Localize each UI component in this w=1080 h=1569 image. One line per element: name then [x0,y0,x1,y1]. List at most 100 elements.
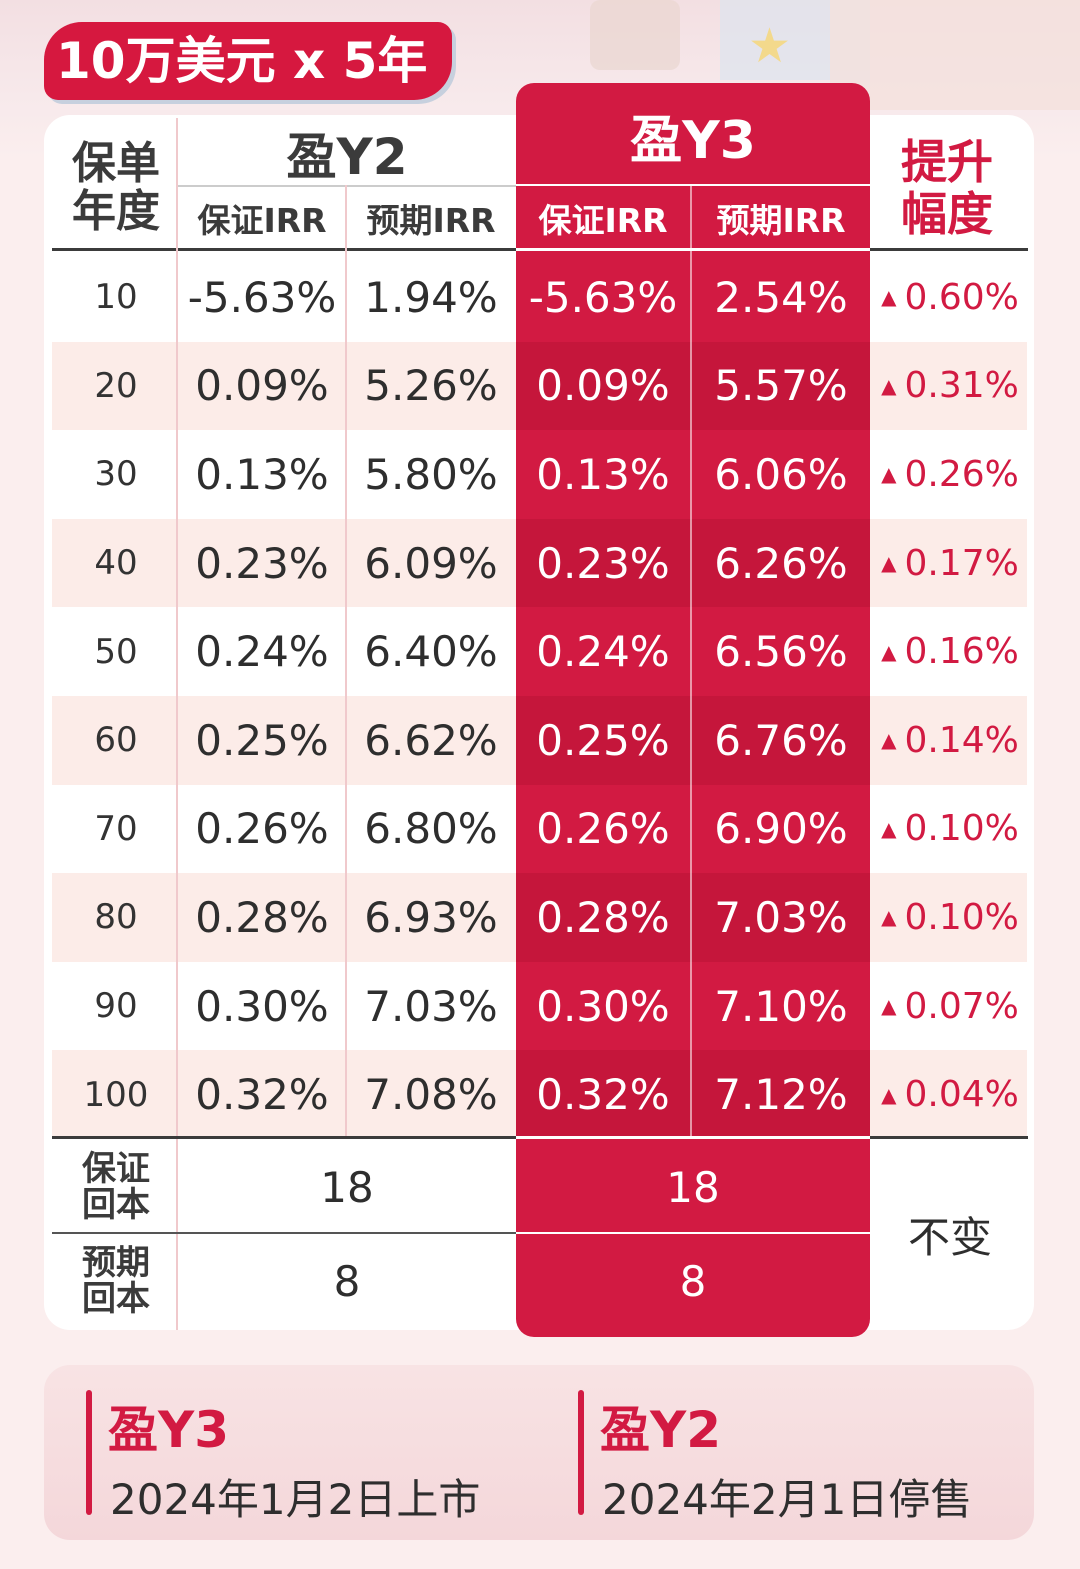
launch-info-footer [44,1365,1034,1540]
policy-year-header: 保单 年度 [72,137,160,237]
y3-guaranteed-breakeven: 18 [666,1162,720,1212]
policy-year: 60 [94,720,138,761]
y3-guaranteed-irr: 0.09% [536,361,670,411]
y2-expected-irr: 6.40% [364,627,498,677]
increase-value: 0.14% [904,719,1019,761]
policy-year: 40 [94,543,138,584]
irr-increase: ▲ 0.10% [872,873,1028,962]
policy-year: 100 [83,1074,149,1115]
row-stripe [516,873,870,962]
triangle-up-icon: ▲ [881,551,897,576]
row-stripe [516,341,870,431]
column-divider [345,185,347,1138]
triangle-up-icon: ▲ [881,816,897,841]
irr-increase: ▲ 0.04% [872,1050,1028,1139]
y2-expected-irr: 6.62% [364,715,498,765]
y2-guaranteed-irr: 0.23% [195,538,329,588]
irr-increase: ▲ 0.17% [872,519,1028,608]
y3-expected-irr: 5.57% [714,361,848,411]
y2-guaranteed-irr: 0.09% [195,361,329,411]
increase-value: 0.60% [904,276,1019,318]
policy-year: 80 [94,897,138,938]
y2-guaranteed-irr: 0.25% [195,715,329,765]
y3-expected-irr: 6.56% [714,627,848,677]
increase-value: 0.10% [904,896,1019,938]
y3-guaranteed-irr: 0.26% [536,804,670,854]
policy-year: 10 [94,277,138,318]
footer-accent-bar [86,1390,92,1515]
y2-header: 盈Y2 [286,128,408,186]
y3-guaranteed-irr-header: 保证IRR [538,200,668,240]
increase-value: 0.07% [904,985,1019,1027]
triangle-up-icon: ▲ [881,639,897,664]
y3-guaranteed-irr: 0.23% [536,538,670,588]
y2-expected-irr: 6.09% [364,538,498,588]
guaranteed-breakeven-label: 保证 回本 [82,1149,150,1225]
y2-expected-irr: 5.26% [364,361,498,411]
footer-y2-discontinue-date: 2024年2月1日停售 [602,1475,973,1524]
y2-expected-breakeven: 8 [333,1256,361,1306]
triangle-up-icon: ▲ [881,1082,897,1107]
y3-expected-irr-header: 预期IRR [716,200,846,240]
triangle-up-icon: ▲ [881,728,897,753]
irr-increase: ▲ 0.07% [872,962,1028,1051]
policy-year: 90 [94,986,138,1027]
y3-guaranteed-irr: 0.32% [536,1070,670,1120]
policy-year: 20 [94,365,138,406]
y3-guaranteed-irr: 0.30% [536,981,670,1031]
irr-increase: ▲ 0.16% [872,607,1028,696]
background-decoration [830,0,1080,110]
irr-increase: ▲ 0.31% [872,342,1028,431]
triangle-up-icon: ▲ [881,905,897,930]
star-icon: ★ [748,18,792,74]
increase-value: 0.04% [904,1074,1019,1116]
header-rule [52,248,516,251]
y2-expected-irr: 6.80% [364,804,498,854]
breakeven-rule [870,1136,1028,1139]
increase-value: 0.26% [904,453,1019,495]
y2-guaranteed-breakeven: 18 [320,1162,374,1212]
y2-expected-irr: 6.93% [364,892,498,942]
y2-guaranteed-irr: -5.63% [187,272,337,322]
y3-expected-irr: 6.90% [714,804,848,854]
y2-guaranteed-irr-header: 保证IRR [197,200,327,240]
triangle-up-icon: ▲ [881,285,897,310]
y3-expected-irr: 7.10% [714,981,848,1031]
column-divider [690,185,692,1138]
y2-expected-irr: 7.08% [364,1070,498,1120]
expected-breakeven-label: 预期 回本 [82,1243,150,1319]
irr-increase: ▲ 0.14% [872,696,1028,785]
triangle-up-icon: ▲ [881,994,897,1019]
triangle-up-icon: ▲ [881,462,897,487]
y3-expected-irr: 6.76% [714,715,848,765]
y3-guaranteed-irr: -5.63% [528,272,678,322]
y3-guaranteed-irr: 0.24% [536,627,670,677]
y3-guaranteed-irr: 0.28% [536,892,670,942]
irr-increase: ▲ 0.26% [872,430,1028,519]
y2-guaranteed-irr: 0.24% [195,627,329,677]
increase-value: 0.16% [904,631,1019,673]
irr-increase: ▲ 0.10% [872,785,1028,874]
breakeven-rule [516,1136,870,1139]
increase-value: 0.10% [904,808,1019,850]
breakeven-change: 不变 [907,1212,992,1262]
y2-guaranteed-irr: 0.13% [195,449,329,499]
y3-expected-irr: 2.54% [714,272,848,322]
irr-increase: ▲ 0.60% [872,253,1028,342]
row-stripe [516,518,870,608]
y3-expected-irr: 7.12% [714,1070,848,1120]
y3-header-divider [516,184,870,186]
breakeven-divider [516,1232,870,1234]
y3-guaranteed-irr: 0.13% [536,449,670,499]
y3-expected-irr: 6.26% [714,538,848,588]
increase-header: 提升 幅度 [901,134,993,241]
policy-year: 70 [94,808,138,849]
y3-header: 盈Y3 [630,110,756,171]
y2-guaranteed-irr: 0.28% [195,892,329,942]
amount-term-badge: 10万美元 x 5年 [44,22,452,100]
column-divider [176,118,178,1330]
row-stripe [516,696,870,785]
header-rule [516,248,870,251]
footer-y3-title: 盈Y3 [108,1401,229,1459]
increase-value: 0.31% [904,365,1019,407]
